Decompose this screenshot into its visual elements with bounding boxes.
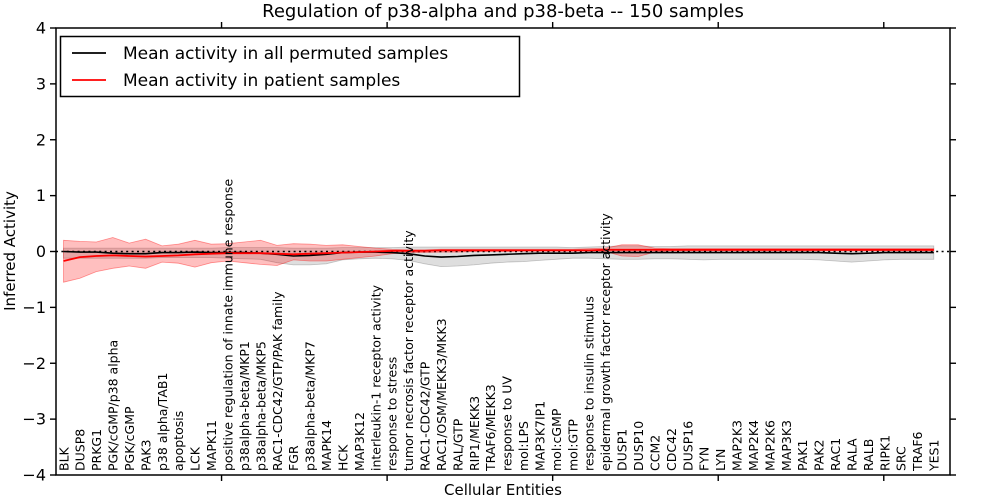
x-category-label: mol:LPS xyxy=(516,421,531,471)
x-category-label: HCK xyxy=(335,444,350,471)
x-category-label: RAC1-CDC42/GTP/PAK family xyxy=(270,291,285,471)
x-category-label: RIPK1 xyxy=(877,435,892,471)
x-category-label: mol:cGMP xyxy=(549,408,564,471)
x-category-label: PGK/cGMP xyxy=(122,406,137,471)
x-category-label: p38alpha-beta/MKP1 xyxy=(237,341,252,471)
x-category-label: PAK1 xyxy=(795,440,810,471)
x-category-label: RAL/GTP xyxy=(450,418,465,471)
legend-label-patient: Mean activity in patient samples xyxy=(123,71,400,91)
x-category-label: TRAF6 xyxy=(910,431,925,472)
x-category-label: RALA xyxy=(844,438,859,471)
x-category-label: SRC xyxy=(894,446,909,471)
x-axis-label: Cellular Entities xyxy=(444,481,562,499)
x-category-label: RAC1/OSM/MEKK3/MKK3 xyxy=(434,318,449,471)
legend: Mean activity in all permuted samples Me… xyxy=(59,35,521,98)
x-category-label: LCK xyxy=(188,446,203,471)
x-category-label: DUSP1 xyxy=(615,429,630,471)
y-tick-label: 3 xyxy=(36,74,46,93)
legend-label-permuted: Mean activity in all permuted samples xyxy=(123,44,448,64)
y-tick-label: 0 xyxy=(36,242,46,261)
x-category-label: PAK3 xyxy=(138,440,153,471)
x-category-label: apoptosis xyxy=(171,411,186,471)
x-category-label: interleukin-1 receptor activity xyxy=(368,284,383,471)
y-tick-label: −1 xyxy=(22,298,46,317)
x-category-label: LYN xyxy=(713,449,728,471)
x-category-label: PRKG1 xyxy=(89,429,104,471)
legend-box xyxy=(59,35,521,98)
patient-band xyxy=(63,237,935,283)
x-category-label: FGR xyxy=(286,445,301,471)
x-category-label: response to insulin stimulus xyxy=(582,296,597,471)
x-category-label: p38 alpha/TAB1 xyxy=(155,373,170,471)
x-category-label: CDC42 xyxy=(664,428,679,471)
chart-title: Regulation of p38-alpha and p38-beta -- … xyxy=(262,1,744,22)
x-category-label: response to UV xyxy=(500,376,515,471)
x-category-label: mol:GTP xyxy=(565,419,580,471)
plot-content: −4 −3 −2 −1 0 1 2 3 4 BLK DUSP8 PRKG1 PGK/cGMP/p38 a… xyxy=(22,19,956,485)
x-category-label: MAPK11 xyxy=(204,420,219,471)
patient-line xyxy=(63,248,934,262)
x-category-label: TRAF6/MEKK3 xyxy=(483,384,498,472)
x-category-label: MAP3K12 xyxy=(352,412,367,471)
x-category-label: DUSP8 xyxy=(73,429,88,471)
x-category-label: epidermal growth factor receptor activit… xyxy=(598,213,613,471)
x-category-label: PAK2 xyxy=(812,440,827,471)
x-category-label: RAC1-CDC42/GTP xyxy=(418,361,433,471)
y-tick-label: −3 xyxy=(22,410,46,429)
x-category-label: tumor necrosis factor receptor activity xyxy=(401,230,416,471)
x-category-label: MAP3K7IP1 xyxy=(532,401,547,471)
x-category-label: p38alpha-beta/MKP7 xyxy=(303,341,318,471)
x-category-label: MAPK14 xyxy=(319,420,334,471)
x-category-label: p38alpha-beta/MKP5 xyxy=(253,341,268,471)
y-tick-label: 2 xyxy=(36,130,46,149)
y-tick-label: 4 xyxy=(36,19,46,38)
y-tick-label: 1 xyxy=(36,186,46,205)
x-category-label: DUSP10 xyxy=(631,421,646,471)
y-tick-label: −2 xyxy=(22,354,46,373)
permuted-line xyxy=(63,250,934,258)
x-category-label: CCM2 xyxy=(647,435,662,471)
x-category-label: BLK xyxy=(56,446,71,471)
x-category-label: RALB xyxy=(861,439,876,471)
x-category-label: PGK/cGMP/p38 alpha xyxy=(106,340,121,471)
x-category-label: RAC1 xyxy=(828,438,843,471)
x-category-label: MAP2K3 xyxy=(730,420,745,471)
x-category-label: positive regulation of innate immune res… xyxy=(221,179,236,471)
x-category-label: MAP2K6 xyxy=(762,420,777,471)
y-tick-label: −4 xyxy=(22,466,46,485)
x-category-label: MAP3K3 xyxy=(779,420,794,471)
x-category-label: FYN xyxy=(697,447,712,471)
y-axis-label: Inferred Activity xyxy=(1,191,19,311)
x-category-label: MAP2K4 xyxy=(746,420,761,471)
x-category-label: DUSP16 xyxy=(680,421,695,471)
x-category-label: response to stress xyxy=(385,357,400,471)
x-category-label: RIP1/MEKK3 xyxy=(467,396,482,471)
x-category-label: YES1 xyxy=(927,440,942,472)
plot-frame xyxy=(55,27,951,476)
